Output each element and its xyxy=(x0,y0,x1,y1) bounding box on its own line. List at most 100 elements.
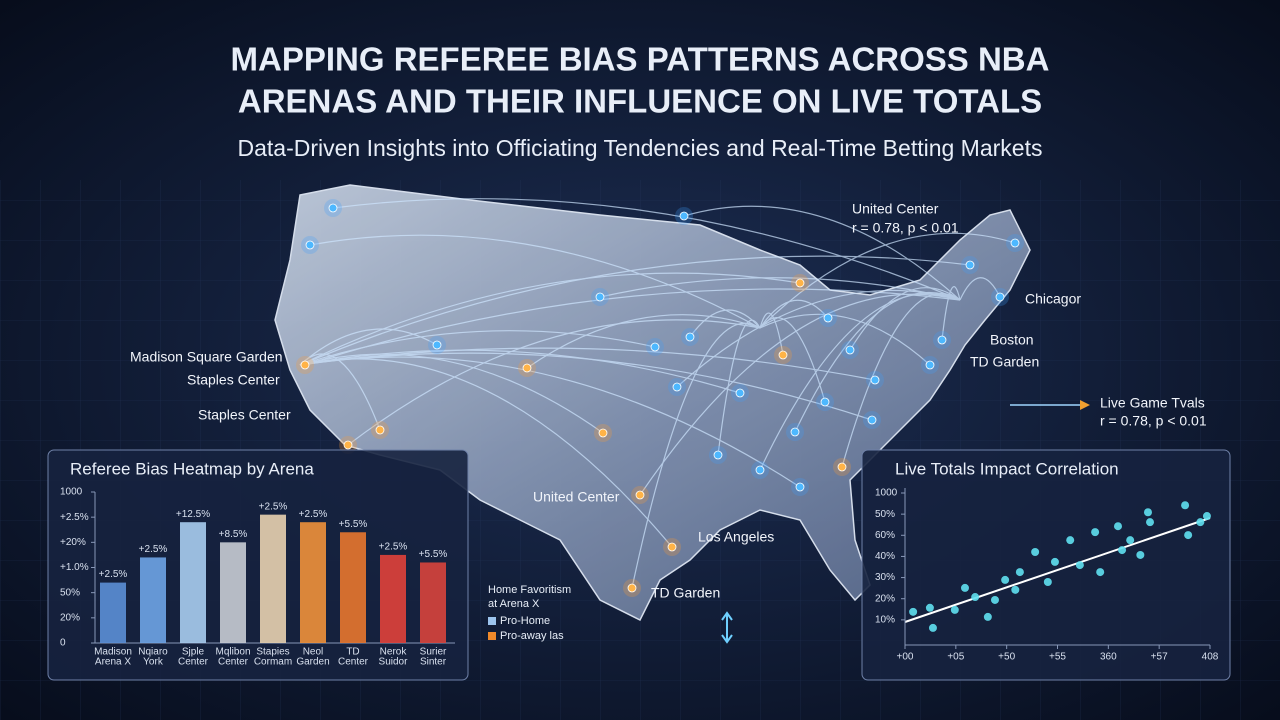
value-label: +2.5% xyxy=(139,544,168,555)
point xyxy=(990,595,999,604)
title-line: ARENAS AND THEIR INFLUENCE ON LIVE TOTAL… xyxy=(238,83,1042,120)
y-tick-label: 10% xyxy=(875,614,895,625)
x-tick-label: Mqlibon xyxy=(215,647,250,658)
y-tick-label: +20% xyxy=(60,537,86,548)
point xyxy=(1096,568,1105,577)
arena-dot xyxy=(735,388,745,398)
arena-dot xyxy=(790,427,800,437)
map-label: Madison Square Garden xyxy=(130,349,283,365)
map-label: r = 0.78, p < 0.01 xyxy=(852,220,959,236)
x-tick-label: Suidor xyxy=(379,657,409,668)
arena-dot xyxy=(995,292,1005,302)
x-tick-label: York xyxy=(143,657,164,668)
point xyxy=(971,593,980,602)
x-tick-label: +00 xyxy=(897,652,914,663)
map-label: Staples Center xyxy=(198,407,291,423)
panel-title: Live Totals Impact Correlation xyxy=(895,459,1119,478)
x-tick-label: +57 xyxy=(1151,652,1168,663)
arc xyxy=(849,287,961,351)
arena-dot xyxy=(925,360,935,370)
arena-dot xyxy=(755,465,765,475)
arena-dot xyxy=(522,363,532,373)
arena-dot xyxy=(635,490,645,500)
arc xyxy=(299,349,741,394)
x-tick-label: Stapies xyxy=(256,647,289,658)
arc xyxy=(759,313,931,366)
point xyxy=(983,612,992,621)
arena-dot xyxy=(679,211,689,221)
arrow-head xyxy=(1080,400,1090,410)
point xyxy=(1066,536,1075,545)
map-label: Live Game Tvals xyxy=(1100,395,1205,411)
legend-swatch xyxy=(488,632,496,640)
title-line: MAPPING REFEREE BIAS PATTERNS ACROSS NBA xyxy=(231,41,1050,78)
map-label: Chicagor xyxy=(1025,291,1081,307)
bar xyxy=(220,542,246,643)
point xyxy=(1001,575,1010,584)
point xyxy=(1181,501,1190,510)
legend-title: at Arena X xyxy=(488,598,540,610)
arc xyxy=(299,272,801,366)
connection-arcs xyxy=(299,198,1016,589)
arena-dot xyxy=(845,345,855,355)
map-label: Boston xyxy=(990,332,1034,348)
bar xyxy=(420,562,446,643)
point xyxy=(1015,568,1024,577)
arc xyxy=(631,322,761,589)
value-label: +2.5% xyxy=(259,501,288,512)
point xyxy=(909,607,918,616)
arena-dot xyxy=(685,332,695,342)
subtitle: Data-Driven Insights into Officiating Te… xyxy=(238,135,1043,161)
map-label: r = 0.78, p < 0.01 xyxy=(1100,413,1207,429)
point xyxy=(1031,547,1040,556)
y-tick-label: 40% xyxy=(875,551,895,562)
y-tick-label: 20% xyxy=(60,612,80,623)
x-tick-label: 408 xyxy=(1202,652,1219,663)
x-tick-label: Neol xyxy=(303,647,324,658)
value-label: +2.5% xyxy=(379,542,408,553)
map-label: Los Angeles xyxy=(698,529,774,545)
scatter-panel xyxy=(861,449,1231,681)
arena-dot xyxy=(667,542,677,552)
arc xyxy=(332,198,961,301)
arc xyxy=(683,205,961,301)
arena-dot xyxy=(300,360,310,370)
arc xyxy=(347,319,761,446)
y-tick-label: 50% xyxy=(60,587,80,598)
arc xyxy=(299,353,381,431)
trend-line xyxy=(904,517,1211,623)
arc xyxy=(299,353,604,434)
arc xyxy=(299,255,971,366)
bar xyxy=(180,522,206,643)
arena-dot xyxy=(305,240,315,250)
x-tick-label: Garden xyxy=(296,657,329,668)
arena-dot xyxy=(375,425,385,435)
bar xyxy=(380,554,406,643)
map-label: Staples Center xyxy=(187,372,280,388)
arena-dot xyxy=(870,375,880,385)
x-tick-label: Nqiaro xyxy=(138,647,168,658)
y-tick-label: 50% xyxy=(875,509,895,520)
legend-item: Pro-away las xyxy=(500,630,564,642)
arena-dot xyxy=(595,292,605,302)
x-tick-label: +50 xyxy=(998,652,1015,663)
bar xyxy=(300,522,326,643)
arc xyxy=(304,288,961,366)
point xyxy=(1011,585,1020,594)
arc xyxy=(309,234,761,329)
arena-dot xyxy=(328,203,338,213)
arena-dot xyxy=(598,428,608,438)
point xyxy=(925,603,934,612)
x-tick-label: +55 xyxy=(1049,652,1066,663)
us-map xyxy=(274,184,1031,622)
arena-dot xyxy=(713,450,723,460)
panel-title: Referee Bias Heatmap by Arena xyxy=(70,459,314,478)
legend-item: Pro-Home xyxy=(500,615,550,627)
arc xyxy=(299,330,656,366)
arena-dot xyxy=(343,440,353,450)
point xyxy=(1146,518,1155,527)
point xyxy=(1143,508,1152,517)
x-tick-label: Nerok xyxy=(380,647,408,658)
arena-dots xyxy=(296,199,1024,597)
